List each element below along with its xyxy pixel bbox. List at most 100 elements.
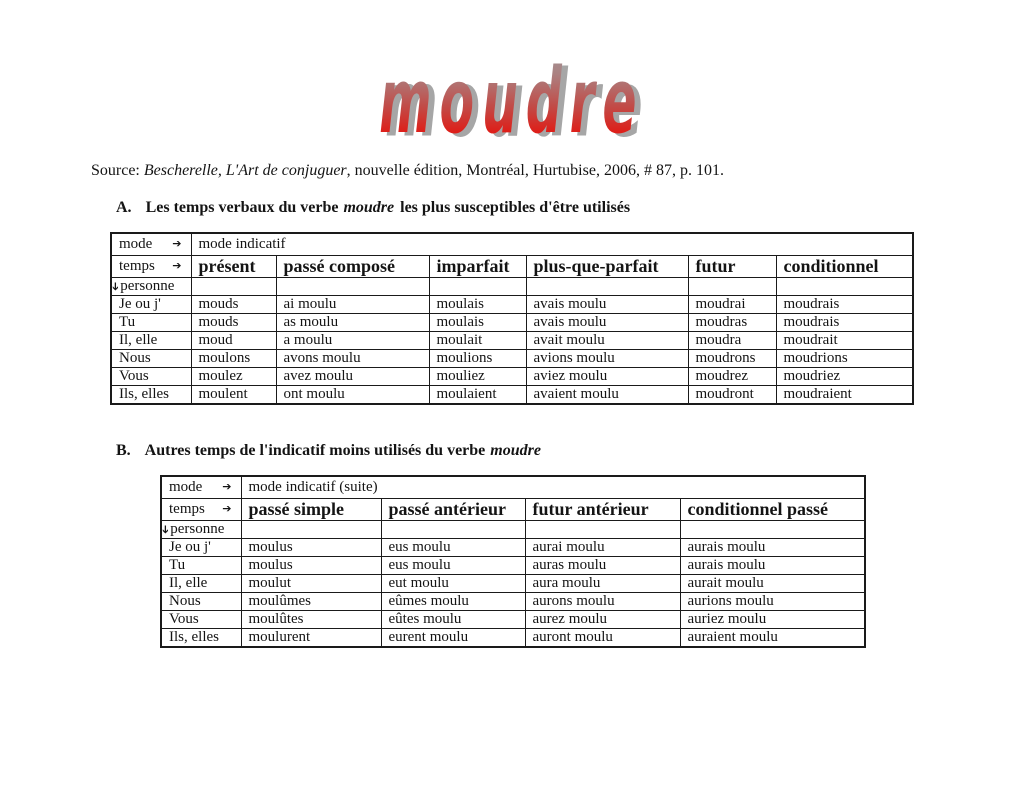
verb-form-cell: aura moulu (524, 573, 681, 593)
verb-form-cell: mouds (190, 312, 277, 332)
person-cell: Tu (110, 312, 192, 332)
tense-header: passé antérieur (380, 497, 526, 521)
section-b-verb: moudre (490, 442, 541, 459)
mode-label-cell: mode ➔ (110, 232, 192, 256)
verb-form-cell: avaient moulu (525, 384, 689, 404)
conjugation-row: Nous moulons avons moulu moulions avions mou… (110, 348, 914, 368)
title-shadow-layer: moudre (385, 50, 651, 159)
conjugation-row: Ils, elles moulent ont moulu moulaient avaie… (110, 384, 914, 404)
verb-form-cell: moudras (687, 312, 777, 332)
person-cell: Je ou j' (160, 537, 242, 557)
person-cell: Nous (160, 591, 242, 611)
verb-form-cell: moulut (240, 573, 382, 593)
conjugation-row: Nous moulûmes eûmes moulu aurons moulu aurio… (160, 591, 866, 611)
title-text: moudre (379, 49, 645, 154)
tense-header: conditionnel (775, 254, 914, 278)
verb-form-cell: moulions (428, 348, 527, 368)
verb-form-cell: auriez moulu (679, 609, 866, 629)
verb-form-cell: aurait moulu (679, 573, 866, 593)
right-arrow-icon: ➔ (172, 237, 182, 251)
verb-form-cell: as moulu (275, 312, 430, 332)
verb-form-cell: avez moulu (275, 366, 430, 386)
verb-form-cell: ont moulu (275, 384, 430, 404)
mode-label-cell: mode ➔ (160, 475, 242, 499)
temps-label-cell: temps ➔ (160, 497, 242, 521)
temps-row: temps ➔ présent passé composé imparfait plus… (110, 254, 914, 278)
verb-form-cell: moudrez (687, 366, 777, 386)
conjugation-row: Tu mouds as moulu moulais avais moulu moudras… (110, 312, 914, 332)
right-arrow-icon: ➔ (222, 502, 232, 516)
tense-header: présent (190, 254, 277, 278)
source-work-title: Bescherelle, L'Art de conjuguer (143, 162, 347, 179)
verb-form-cell: moudrais (775, 294, 914, 314)
verb-form-cell: moulûmes (240, 591, 382, 611)
personne-row: ➔personne (160, 519, 866, 539)
section-b-heading: B. Autres temps de l'indicatif moins util… (116, 440, 547, 462)
section-a-label: A. (116, 199, 132, 216)
verb-form-cell: auras moulu (524, 555, 681, 575)
verb-form-cell: moulais (428, 294, 527, 314)
personne-label: personne (120, 277, 175, 294)
verb-form-cell: moudraient (775, 384, 914, 404)
verb-form-cell: avais moulu (525, 312, 689, 332)
verb-form-cell: aviez moulu (525, 366, 689, 386)
person-cell: Je ou j' (110, 294, 192, 314)
verb-form-cell: eut moulu (380, 573, 526, 593)
mode-row: mode ➔ mode indicatif (110, 232, 914, 256)
down-arrow-icon: ➔ (162, 524, 172, 533)
verb-form-cell: moudrons (687, 348, 777, 368)
person-cell: Tu (160, 555, 242, 575)
empty-cell (275, 276, 430, 296)
temps-label-cell: temps ➔ (110, 254, 192, 278)
source-line: Source: Bescherelle, L'Art de conjuguer,… (91, 160, 724, 182)
verb-form-cell: aurais moulu (679, 555, 866, 575)
verb-form-cell: eus moulu (380, 555, 526, 575)
verb-form-cell: mouds (190, 294, 277, 314)
temps-row: temps ➔ passé simple passé antérieur futur … (160, 497, 866, 521)
section-a-text-after: les plus susceptibles d'être utilisés (400, 199, 631, 216)
mode-title-cell: mode indicatif (190, 232, 914, 256)
verb-form-cell: aurons moulu (524, 591, 681, 611)
mode-row: mode ➔ mode indicatif (suite) (160, 475, 866, 499)
tense-header: futur (687, 254, 777, 278)
verb-form-cell: auraient moulu (679, 627, 866, 647)
verb-form-cell: eûtes moulu (380, 609, 526, 629)
person-cell: Ils, elles (160, 627, 242, 647)
section-b-label: B. (116, 442, 131, 459)
temps-label: temps (119, 257, 155, 274)
empty-cell (524, 519, 681, 539)
empty-cell (525, 276, 689, 296)
personne-label-cell: ➔personne (160, 519, 242, 539)
mode-label: mode (169, 478, 203, 495)
verb-form-cell: moulus (240, 555, 382, 575)
empty-cell (190, 276, 277, 296)
empty-cell (775, 276, 914, 296)
verb-form-cell: avions moulu (525, 348, 689, 368)
person-cell: Vous (110, 366, 192, 386)
verb-form-cell: moudra (687, 330, 777, 350)
conjugation-row: Je ou j' mouds ai moulu moulais avais moulu m… (110, 294, 914, 314)
empty-cell (240, 519, 382, 539)
section-a-text: Les temps verbaux du verbe (145, 199, 339, 216)
verb-form-cell: auront moulu (524, 627, 681, 647)
verb-form-cell: aurez moulu (524, 609, 681, 629)
tense-header: passé simple (240, 497, 382, 521)
empty-cell (380, 519, 526, 539)
conjugation-row: Ils, elles moulurent eurent moulu auront mo… (160, 627, 866, 647)
verb-form-cell: moulus (240, 537, 382, 557)
verb-form-cell: moulais (428, 312, 527, 332)
section-a-verb: moudre (343, 199, 395, 216)
tense-header: conditionnel passé (679, 497, 866, 521)
verb-form-cell: aurais moulu (679, 537, 866, 557)
conjugation-row: Vous moulûtes eûtes moulu aurez moulu auriez… (160, 609, 866, 629)
tense-header: imparfait (428, 254, 527, 278)
empty-cell (679, 519, 866, 539)
verb-form-cell: moudront (687, 384, 777, 404)
verb-form-cell: eurent moulu (380, 627, 526, 647)
source-rest: , nouvelle édition, Montréal, Hurtubise,… (346, 162, 724, 179)
verb-form-cell: ai moulu (275, 294, 430, 314)
temps-label: temps (169, 500, 205, 517)
right-arrow-icon: ➔ (222, 480, 232, 494)
verb-form-cell: moud (190, 330, 277, 350)
